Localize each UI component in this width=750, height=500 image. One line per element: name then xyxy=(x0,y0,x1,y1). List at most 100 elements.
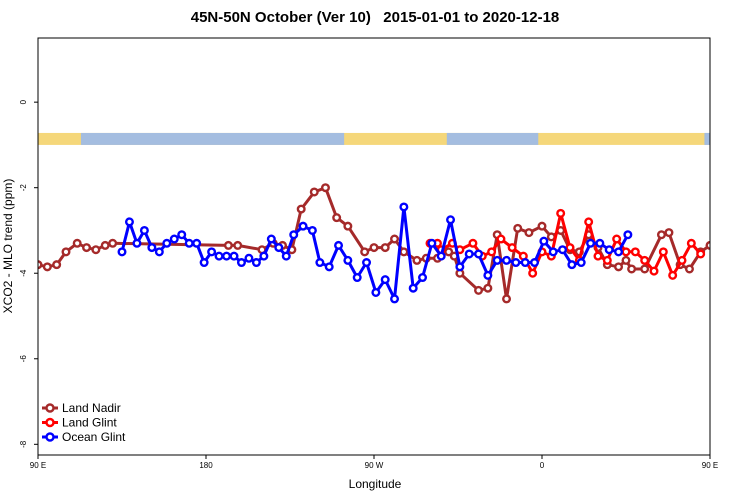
data-point xyxy=(177,230,187,240)
data-point xyxy=(418,273,428,283)
x-axis: 90 E 180 90 W 0 90 E xyxy=(30,455,718,470)
data-point xyxy=(492,255,502,265)
data-point xyxy=(565,243,575,253)
data-point xyxy=(496,234,506,244)
data-point xyxy=(229,251,239,261)
data-point xyxy=(537,221,547,231)
y-tick-label: -4 xyxy=(19,269,28,277)
data-point xyxy=(371,287,381,297)
data-point xyxy=(380,243,390,253)
data-point xyxy=(621,247,631,257)
legend-label: Land Glint xyxy=(62,416,117,430)
data-point xyxy=(307,225,317,235)
data-point xyxy=(614,247,624,257)
data-point xyxy=(199,258,209,268)
data-point xyxy=(427,238,437,248)
data-point xyxy=(412,255,422,265)
series-layer xyxy=(38,183,750,304)
legend-label: Ocean Glint xyxy=(62,430,126,444)
data-point xyxy=(528,268,538,278)
data-point xyxy=(696,249,706,259)
data-point xyxy=(343,221,353,231)
data-point xyxy=(222,251,232,261)
legend-marker xyxy=(45,417,55,428)
data-point xyxy=(483,270,493,280)
x-tick-label: 90 W xyxy=(365,461,384,470)
data-point xyxy=(604,245,614,255)
data-point xyxy=(100,240,110,250)
data-point xyxy=(446,215,456,225)
data-point xyxy=(139,225,149,235)
data-point xyxy=(274,243,284,253)
y-tick-label: -6 xyxy=(19,355,28,363)
data-point xyxy=(556,208,566,218)
legend-item: Ocean Glint xyxy=(42,430,126,444)
data-point xyxy=(408,283,418,293)
y-tick-label: -8 xyxy=(19,440,28,448)
data-point xyxy=(132,238,142,248)
data-point xyxy=(614,262,624,272)
data-point xyxy=(184,238,194,248)
land-ocean-mask-band xyxy=(38,132,710,145)
data-point xyxy=(289,230,299,240)
x-tick-label: 90 E xyxy=(30,461,46,470)
data-point xyxy=(162,238,172,248)
data-point xyxy=(567,260,577,270)
data-point xyxy=(315,258,325,268)
data-point xyxy=(744,184,750,191)
data-point xyxy=(595,238,605,248)
y-tick-label: 0 xyxy=(19,99,28,104)
series-land-nadir xyxy=(38,183,750,304)
data-point xyxy=(725,206,732,213)
data-point xyxy=(623,230,633,240)
data-point xyxy=(584,217,594,227)
legend-marker xyxy=(45,403,55,413)
data-point xyxy=(586,238,596,248)
data-point xyxy=(42,262,52,272)
x-axis-label: Longitude xyxy=(349,477,402,491)
legend-label: Land Nadir xyxy=(62,401,121,415)
data-point xyxy=(281,251,291,261)
data-point xyxy=(117,247,127,257)
data-point xyxy=(399,202,409,212)
data-point xyxy=(686,238,696,248)
data-point xyxy=(436,251,446,261)
data-point xyxy=(483,283,493,293)
data-point xyxy=(352,273,362,283)
data-point xyxy=(548,247,558,257)
data-point xyxy=(266,234,276,244)
data-point xyxy=(464,249,474,259)
data-point xyxy=(511,258,521,268)
data-point xyxy=(214,251,224,261)
data-point xyxy=(332,213,342,223)
y-axis: 0 -2 -4 -6 -8 xyxy=(19,99,38,448)
data-point xyxy=(259,251,269,261)
data-point xyxy=(251,258,261,268)
legend-item: Land Nadir xyxy=(42,401,121,415)
data-point xyxy=(530,258,540,268)
data-point xyxy=(487,247,497,257)
data-point xyxy=(664,228,674,238)
data-point xyxy=(649,266,659,276)
legend-marker xyxy=(45,432,55,442)
data-point xyxy=(369,243,379,253)
data-point xyxy=(444,247,454,257)
data-point xyxy=(520,258,530,268)
data-point xyxy=(630,247,640,257)
data-point xyxy=(502,255,512,265)
ocean-band-segment xyxy=(80,132,345,145)
data-point xyxy=(233,240,243,250)
data-point xyxy=(320,183,330,193)
data-point xyxy=(309,187,319,197)
data-point xyxy=(502,294,512,304)
data-point xyxy=(124,217,134,227)
data-point xyxy=(668,270,678,280)
data-point xyxy=(455,262,465,272)
series-ocean-glint xyxy=(117,202,633,304)
data-point xyxy=(576,258,586,268)
ocean-band-segment xyxy=(446,132,539,145)
x-tick-label: 0 xyxy=(540,461,545,470)
data-point xyxy=(343,255,353,265)
data-point xyxy=(169,234,179,244)
